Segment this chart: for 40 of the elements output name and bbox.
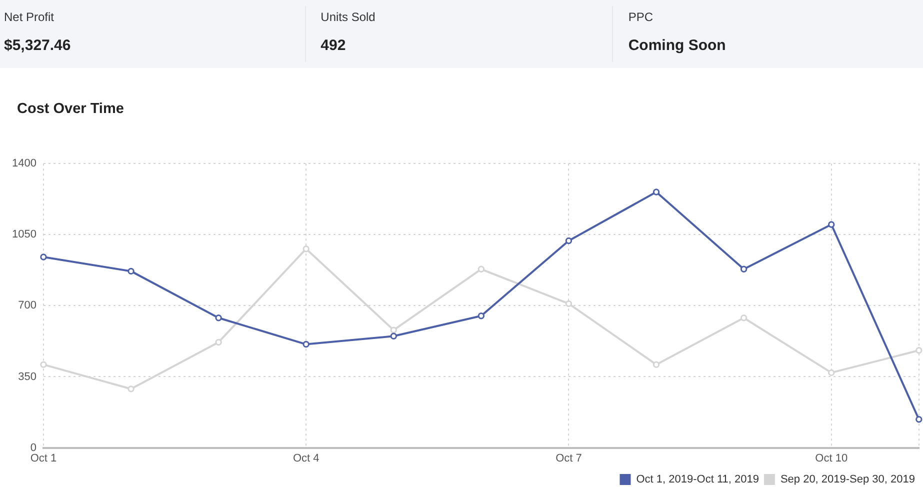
point <box>740 266 748 273</box>
point <box>128 268 134 275</box>
point <box>916 347 922 354</box>
point <box>916 416 922 423</box>
point <box>740 314 748 322</box>
y-tick-label: 1400 <box>12 158 36 170</box>
y-tick-label: 1050 <box>12 228 36 241</box>
legend-label: Oct 1, 2019-Oct 11, 2019 <box>636 474 759 486</box>
text: $5,327.46 <box>4 37 71 54</box>
point <box>565 300 572 308</box>
point <box>128 386 134 392</box>
point <box>390 326 397 334</box>
y-tick-label: 700 <box>18 300 36 312</box>
text: Coming Soon <box>628 37 726 54</box>
point <box>652 361 660 368</box>
x-tick-label: Oct 4 <box>292 452 320 464</box>
text: Net Profit <box>4 10 54 24</box>
point <box>652 188 660 196</box>
text: Units Sold <box>320 10 376 24</box>
legend-label: Sep 20, 2019-Sep 30, 2019 <box>780 474 916 486</box>
point <box>390 332 397 340</box>
point <box>828 221 835 228</box>
point <box>478 266 485 273</box>
point <box>828 369 835 376</box>
point <box>565 237 572 244</box>
x-tick-label: Oct 7 <box>556 452 582 464</box>
text: 492 <box>320 37 346 54</box>
y-tick-label: 0 <box>30 442 36 454</box>
y-tick-label: 350 <box>18 370 36 383</box>
point <box>478 312 485 320</box>
text: PPC <box>628 10 654 24</box>
point <box>40 254 47 260</box>
point <box>215 314 222 322</box>
chart-title: Cost Over Time <box>17 101 124 117</box>
x-tick-label: Oct 1 <box>30 452 57 464</box>
point <box>215 338 222 346</box>
point <box>40 361 47 368</box>
point <box>302 246 310 252</box>
point <box>302 340 310 348</box>
x-tick-label: Oct 10 <box>815 452 848 464</box>
